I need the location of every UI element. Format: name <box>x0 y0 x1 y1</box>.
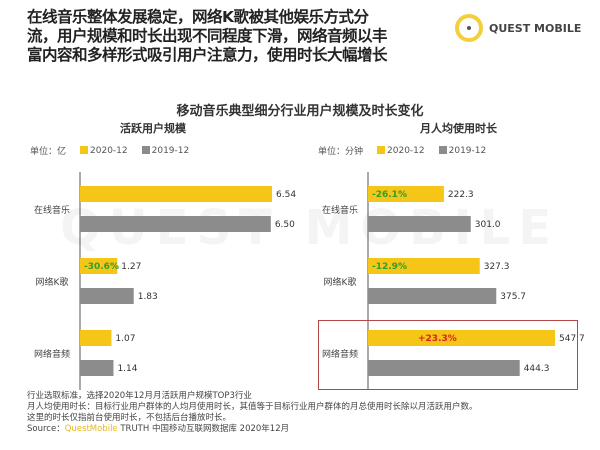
logo: QUEST MOBILE <box>455 14 581 42</box>
right-legend: 单位：分钟 2020-12 2019-12 <box>318 144 486 158</box>
legend-2020: 2020-12 <box>377 146 425 156</box>
value-label: 1.27 <box>121 262 141 272</box>
value-label: 444.3 <box>524 364 550 374</box>
left-legend: 单位：亿 2020-12 2019-12 <box>30 144 189 158</box>
unit-label: 单位：亿 <box>30 147 67 157</box>
value-label: 1.83 <box>138 292 158 302</box>
unit-label: 单位：分钟 <box>318 147 364 157</box>
bar-2019-12 <box>368 288 497 304</box>
note: 这里的时长仅指前台使用时长，不包括后台播放时长。 <box>27 413 232 423</box>
category-label: 网络K歌 <box>36 276 69 288</box>
value-label: 1.07 <box>115 334 135 344</box>
legend-2019: 2019-12 <box>141 146 189 156</box>
bar-2020-12 <box>368 330 555 346</box>
highlight-box <box>318 320 578 390</box>
change-label: -26.1% <box>372 190 407 200</box>
bar-2019-12 <box>80 288 134 304</box>
category-label: 网络音频 <box>322 348 358 360</box>
bar-2020-12 <box>80 330 112 346</box>
bar-2019-12 <box>368 216 471 232</box>
bar-2020-12 <box>368 258 480 274</box>
value-label: 1.14 <box>117 364 137 374</box>
value-label: 375.7 <box>500 292 526 302</box>
legend-2020: 2020-12 <box>80 146 128 156</box>
value-label: 327.3 <box>484 262 510 272</box>
value-label: 547.7 <box>559 334 585 344</box>
category-label: 在线音乐 <box>34 204 70 216</box>
footnotes: 行业选取标准，选择2020年12月月活跃用户规模TOP3行业 月人均使用时长：目… <box>27 391 478 435</box>
headline: 在线音乐整体发展稳定，网络K歌被其他娱乐方式分流，用户规模和时长出现不同程度下滑… <box>27 8 388 64</box>
value-label: 222.3 <box>448 190 474 200</box>
value-label: 301.0 <box>475 220 501 230</box>
bar-2020-12 <box>368 186 444 202</box>
bar-2019-12 <box>80 360 114 376</box>
legend-2019: 2019-12 <box>438 146 486 156</box>
right-subtitle: 月人均使用时长 <box>420 122 497 135</box>
source: Source：QuestMobile TRUTH 中国移动互联网数据库 2020… <box>27 424 290 434</box>
bar-2019-12 <box>80 216 271 232</box>
value-label: 6.50 <box>275 220 295 230</box>
left-subtitle: 活跃用户规模 <box>120 122 186 135</box>
value-label: 6.54 <box>276 190 296 200</box>
category-label: 网络音频 <box>34 348 70 360</box>
category-label: 在线音乐 <box>322 204 358 216</box>
logo-icon <box>455 14 483 42</box>
bar-2020-12 <box>80 186 272 202</box>
logo-text: QUEST MOBILE <box>489 21 582 35</box>
bar-2019-12 <box>368 360 520 376</box>
category-label: 网络K歌 <box>324 276 357 288</box>
note: 行业选取标准，选择2020年12月月活跃用户规模TOP3行业 <box>27 391 252 401</box>
bar-2020-12 <box>80 258 118 274</box>
change-label: -12.9% <box>372 262 407 272</box>
chart-title: 移动音乐典型细分行业用户规模及时长变化 <box>176 104 424 119</box>
change-label: +23.3% <box>418 334 457 344</box>
change-label: -30.6% <box>84 262 119 272</box>
note: 月人均使用时长：目标行业用户群体的人均月使用时长，其值等于目标行业用户群体的月总… <box>27 402 478 412</box>
